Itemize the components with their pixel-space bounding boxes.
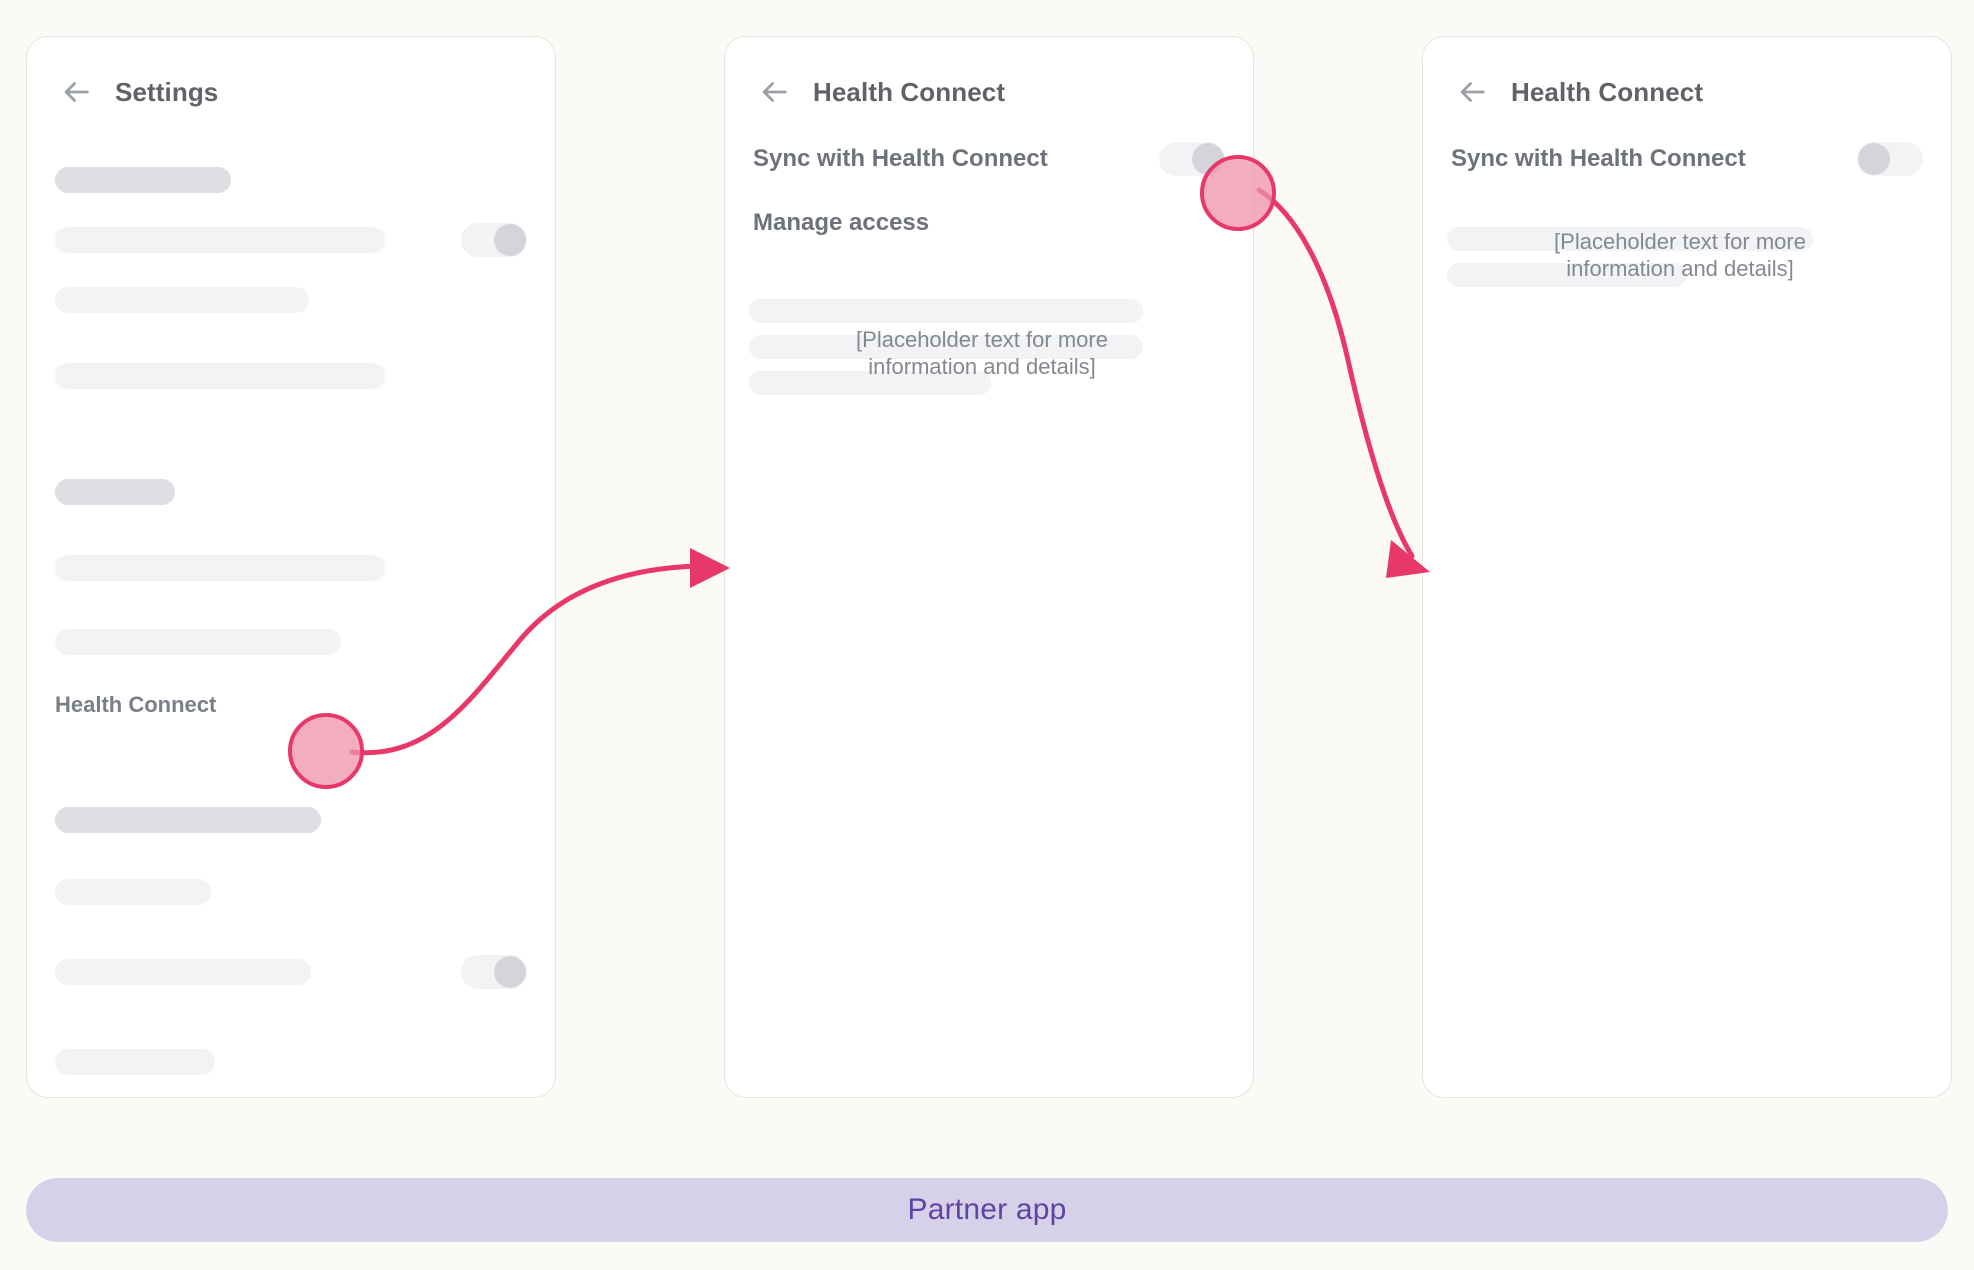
toggle-knob	[494, 956, 526, 988]
skeleton-bar	[1447, 263, 1687, 287]
skeleton-bar	[55, 879, 211, 905]
skeleton-row	[55, 363, 385, 389]
skeleton-bar	[55, 363, 385, 389]
skeleton-row	[55, 287, 309, 313]
skeleton-row	[55, 555, 385, 581]
row-manage-access[interactable]: Manage access	[753, 209, 1225, 237]
skeleton-bar	[55, 807, 321, 833]
settings-row-toggle-1[interactable]	[55, 223, 527, 257]
skeleton-row	[55, 167, 231, 193]
settings-row-toggle-2[interactable]	[55, 955, 527, 989]
partner-app-label: Partner app	[907, 1193, 1067, 1226]
row-sync-with-health-connect[interactable]: Sync with Health Connect	[753, 142, 1225, 176]
skeleton-row	[749, 299, 1143, 323]
page-title: Health Connect	[1511, 76, 1704, 107]
phone-panel-settings: Settings Health Connect	[26, 36, 556, 1098]
arrow-health-connect-to-after	[1256, 187, 1430, 578]
skeleton-row	[55, 479, 175, 505]
appbar-health-connect-before: Health Connect	[725, 37, 1253, 109]
row-label: Manage access	[753, 209, 930, 236]
skeleton-bar	[749, 371, 991, 395]
back-arrow-icon[interactable]	[1455, 75, 1489, 109]
skeleton-row	[55, 879, 211, 905]
skeleton-bar	[55, 629, 341, 655]
skeleton-bar	[55, 227, 385, 253]
skeleton-row	[55, 629, 341, 655]
skeleton-bar	[749, 299, 1143, 323]
tap-health-connect-dot	[288, 713, 364, 789]
row-sync-with-health-connect[interactable]: Sync with Health Connect	[1451, 142, 1923, 176]
skeleton-row	[55, 1049, 215, 1075]
skeleton-bar	[55, 479, 175, 505]
skeleton-bar	[55, 555, 385, 581]
skeleton-row	[1447, 227, 1813, 251]
skeleton-bar	[55, 167, 231, 193]
appbar-settings: Settings	[27, 37, 555, 109]
page-title: Settings	[115, 76, 219, 107]
settings-item-label: Health Connect	[55, 692, 217, 717]
row-label: Sync with Health Connect	[753, 145, 1048, 172]
skeleton-bar	[55, 287, 309, 313]
settings-toggle-2[interactable]	[461, 955, 527, 989]
tap-sync-toggle-dot	[1200, 155, 1276, 231]
skeleton-row	[1447, 263, 1687, 287]
skeleton-bar	[55, 1049, 215, 1075]
skeleton-row	[55, 807, 321, 833]
back-arrow-icon[interactable]	[59, 75, 93, 109]
skeleton-row	[749, 371, 991, 395]
phone-panel-health-connect-before: Health Connect Sync with Health Connect …	[724, 36, 1254, 1098]
skeleton-bar	[749, 335, 1143, 359]
sync-toggle[interactable]	[1857, 142, 1923, 176]
appbar-health-connect-after: Health Connect	[1423, 37, 1951, 109]
toggle-knob	[494, 224, 526, 256]
skeleton-bar	[55, 959, 311, 985]
back-arrow-icon[interactable]	[757, 75, 791, 109]
row-label: Sync with Health Connect	[1451, 145, 1746, 172]
skeleton-bar	[1447, 227, 1813, 251]
settings-toggle-1[interactable]	[461, 223, 527, 257]
page-title: Health Connect	[813, 76, 1006, 107]
skeleton-row	[749, 335, 1143, 359]
toggle-knob	[1858, 143, 1890, 175]
settings-item-health-connect[interactable]: Health Connect	[55, 682, 216, 728]
phone-panel-health-connect-after: Health Connect Sync with Health Connect …	[1422, 36, 1952, 1098]
partner-app-bar: Partner app	[26, 1178, 1948, 1242]
